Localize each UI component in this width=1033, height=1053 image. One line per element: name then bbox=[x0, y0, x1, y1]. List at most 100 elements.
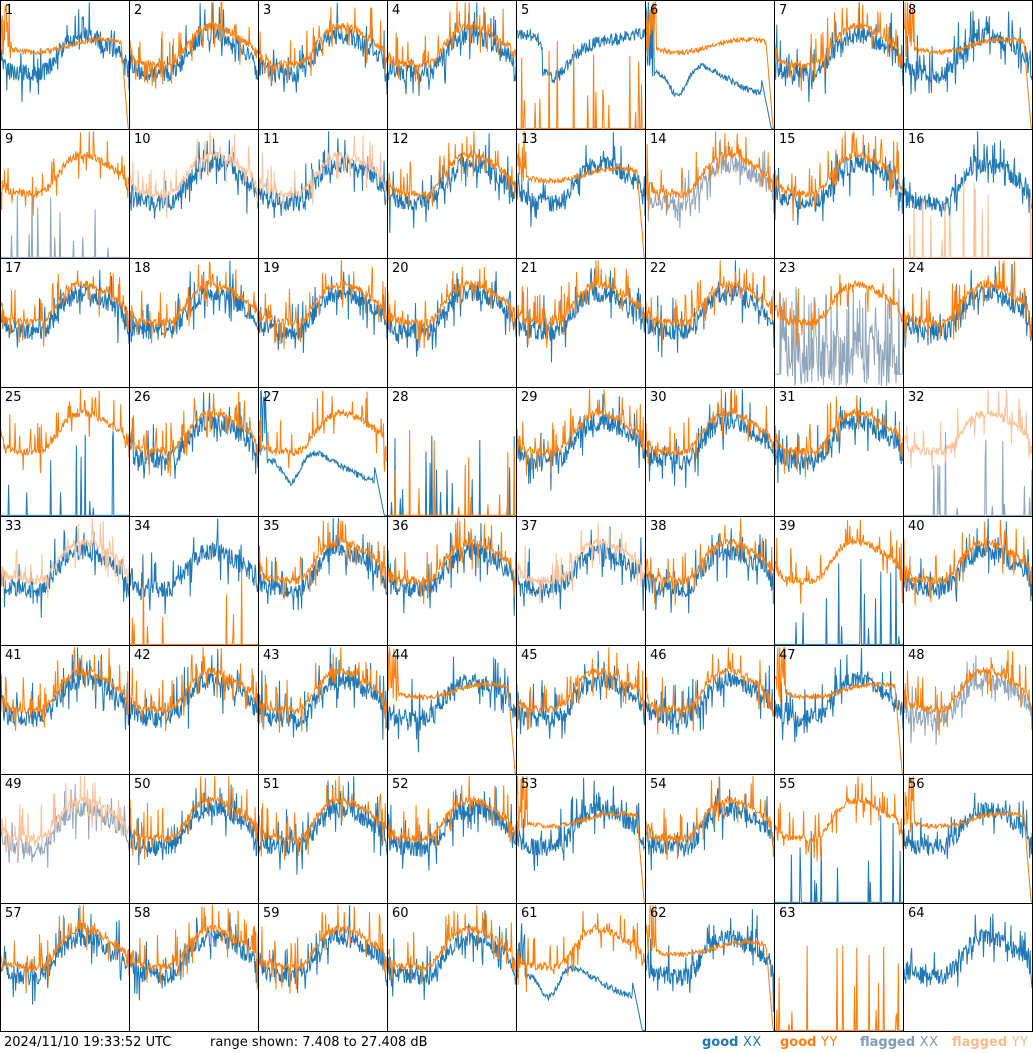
spectrum-plot bbox=[130, 905, 258, 1001]
series-yy-flagged bbox=[259, 135, 387, 211]
spectrum-plot bbox=[259, 905, 387, 994]
spectrum-plot bbox=[646, 905, 774, 1031]
series-xx-good bbox=[130, 518, 258, 615]
panel-number: 15 bbox=[779, 132, 796, 147]
spectrum-plot bbox=[259, 131, 387, 219]
series-yy-good bbox=[130, 905, 258, 990]
antenna-panel-13: 13 bbox=[516, 129, 646, 259]
antenna-panel-51: 51 bbox=[258, 774, 388, 904]
panel-number: 36 bbox=[392, 519, 409, 534]
spectrum-plot bbox=[775, 647, 903, 774]
panel-number: 27 bbox=[263, 390, 280, 405]
panel-number: 13 bbox=[521, 132, 538, 147]
series-yy-good bbox=[517, 910, 645, 993]
spectrum-plot bbox=[517, 260, 645, 363]
panel-number: 41 bbox=[5, 648, 22, 663]
series-yy-good bbox=[775, 647, 903, 774]
panel-number: 64 bbox=[908, 906, 925, 921]
panel-number: 24 bbox=[908, 261, 925, 276]
panel-number: 53 bbox=[521, 777, 538, 792]
panel-number: 18 bbox=[134, 261, 151, 276]
panel-number: 58 bbox=[134, 906, 151, 921]
panel-number: 19 bbox=[263, 261, 280, 276]
series-xx-good bbox=[388, 656, 516, 753]
series-xx-good bbox=[646, 665, 774, 735]
series-yy-good bbox=[775, 945, 903, 1031]
series-xx-good bbox=[904, 264, 1032, 348]
series-yy-good bbox=[646, 647, 774, 734]
antenna-panel-6: 6 bbox=[645, 0, 775, 130]
spectrum-plot bbox=[1, 905, 129, 1005]
spectrum-plot bbox=[517, 27, 645, 129]
series-xx-good bbox=[517, 268, 645, 363]
series-yy-good bbox=[646, 131, 774, 213]
spectrum-plot bbox=[388, 266, 516, 357]
series-xx-flagged bbox=[904, 432, 1032, 516]
series-xx-good bbox=[646, 528, 774, 614]
antenna-panel-7: 7 bbox=[774, 0, 904, 130]
series-yy-good bbox=[388, 518, 516, 605]
spectrum-plot bbox=[646, 260, 774, 358]
series-yy-good bbox=[646, 905, 774, 1031]
panel-number: 6 bbox=[650, 3, 659, 18]
antenna-panel-44: 44 bbox=[387, 645, 517, 775]
spectrum-plot bbox=[130, 518, 258, 645]
series-yy-flagged bbox=[1, 776, 129, 858]
panel-number: 23 bbox=[779, 261, 796, 276]
panel-number: 52 bbox=[392, 777, 409, 792]
panel-number: 2 bbox=[134, 3, 143, 18]
antenna-panel-35: 35 bbox=[258, 516, 388, 646]
series-yy-good bbox=[388, 2, 516, 85]
spectrum-plot bbox=[646, 647, 774, 735]
antenna-panel-53: 53 bbox=[516, 774, 646, 904]
series-yy-good bbox=[130, 261, 258, 344]
series-xx-flagged bbox=[904, 655, 1032, 745]
antenna-panel-32: 32 bbox=[903, 387, 1033, 517]
panel-number: 57 bbox=[5, 906, 22, 921]
series-yy-good bbox=[1, 389, 129, 474]
series-xx-good bbox=[130, 138, 258, 219]
series-yy-good bbox=[130, 567, 258, 645]
panel-number: 59 bbox=[263, 906, 280, 921]
series-xx-good bbox=[388, 435, 516, 516]
panel-number: 55 bbox=[779, 777, 796, 792]
series-yy-good bbox=[1, 270, 129, 347]
spectrum-plot bbox=[1, 518, 129, 618]
panel-number: 10 bbox=[134, 132, 151, 147]
series-xx-good bbox=[646, 909, 774, 1012]
series-yy-good bbox=[904, 260, 1032, 344]
antenna-panel-59: 59 bbox=[258, 903, 388, 1032]
panel-number: 60 bbox=[392, 906, 409, 921]
antenna-panel-3: 3 bbox=[258, 0, 388, 130]
spectrum-plot bbox=[904, 913, 1032, 988]
legend-entry-flagged-yy: flagged YY bbox=[952, 1035, 1029, 1050]
series-yy-good bbox=[775, 776, 903, 862]
antenna-panel-61: 61 bbox=[516, 903, 646, 1032]
spectrum-plot bbox=[646, 1, 774, 129]
series-yy-good bbox=[517, 131, 645, 258]
antenna-panel-42: 42 bbox=[129, 645, 259, 775]
legend-state: flagged bbox=[860, 1035, 920, 1050]
series-yy-flagged bbox=[904, 389, 1032, 470]
legend-pol: XX bbox=[743, 1035, 762, 1050]
series-yy-good bbox=[388, 905, 516, 984]
antenna-panel-12: 12 bbox=[387, 129, 517, 259]
series-yy-good bbox=[259, 905, 387, 994]
spectrum-plot bbox=[1, 131, 129, 258]
antenna-panel-41: 41 bbox=[0, 645, 130, 775]
series-xx-good bbox=[517, 777, 645, 871]
series-xx-good bbox=[1, 647, 129, 731]
panel-number: 20 bbox=[392, 261, 409, 276]
antenna-panel-62: 62 bbox=[645, 903, 775, 1032]
spectrum-plot bbox=[1, 2, 129, 129]
panel-number: 62 bbox=[650, 906, 667, 921]
series-yy-good bbox=[130, 1, 258, 89]
panel-number: 54 bbox=[650, 777, 667, 792]
panel-number: 22 bbox=[650, 261, 667, 276]
spectrum-plot bbox=[1, 389, 129, 516]
legend-pol: XX bbox=[919, 1035, 939, 1050]
spectrum-plot bbox=[646, 776, 774, 871]
spectrum-plot bbox=[775, 2, 903, 103]
panel-number: 34 bbox=[134, 519, 151, 534]
antenna-panel-18: 18 bbox=[129, 258, 259, 388]
